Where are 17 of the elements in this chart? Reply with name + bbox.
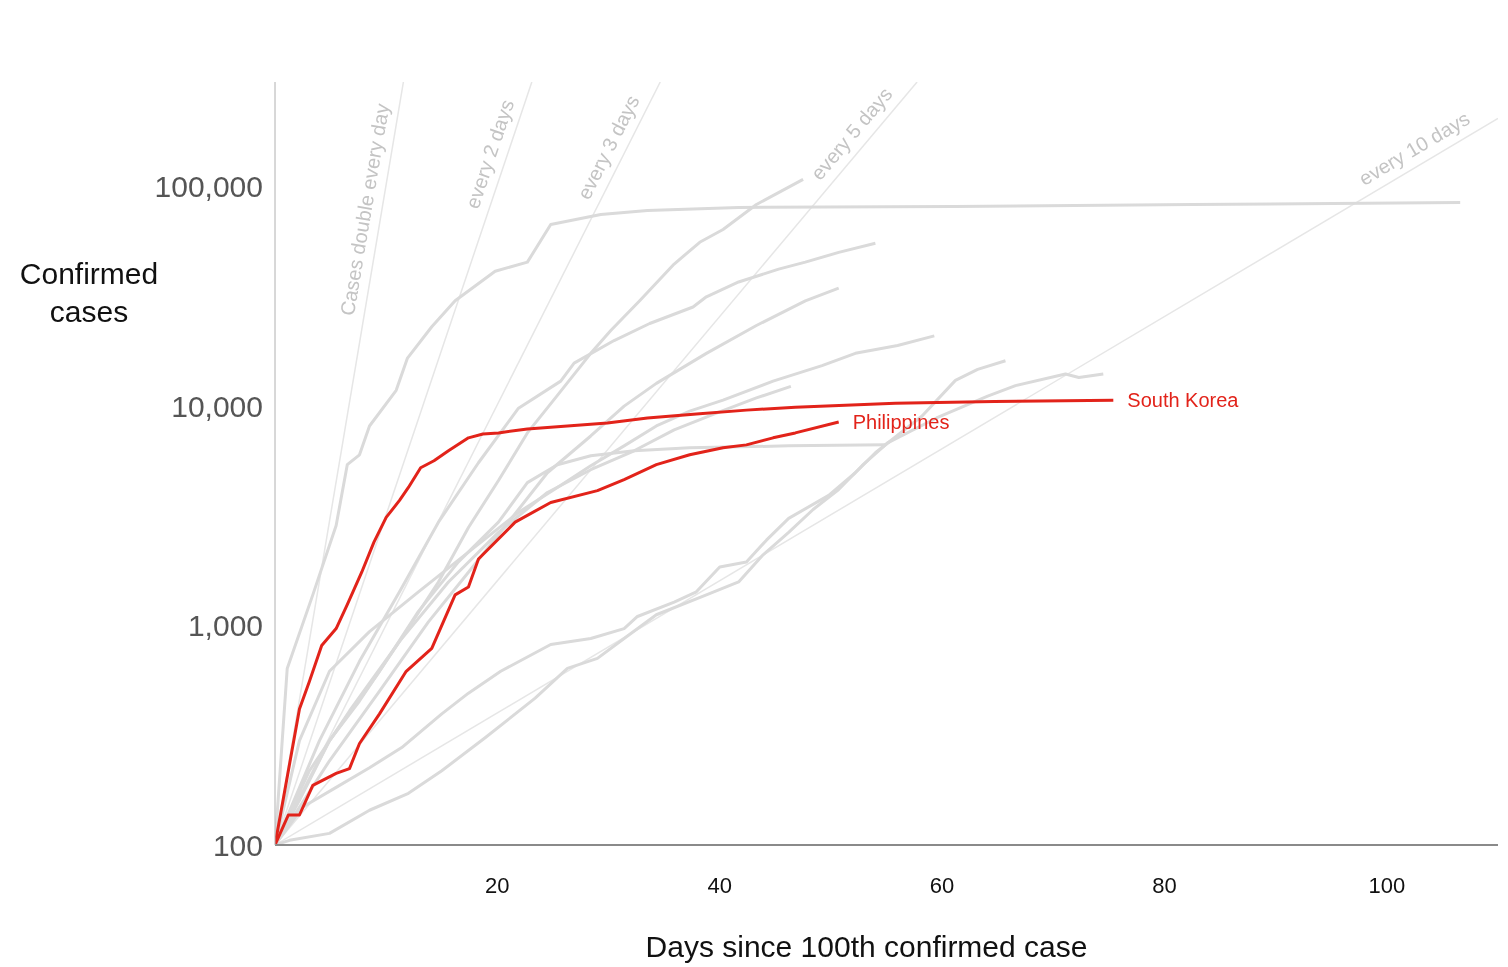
text: every 10 days — [1355, 107, 1474, 190]
x-tick-label: 20 — [485, 872, 510, 898]
series-label: South Korea — [1127, 389, 1240, 412]
x-tick-label: 40 — [707, 872, 732, 898]
x-tick-label: 100 — [1368, 872, 1406, 898]
x-tick-label: 80 — [1152, 872, 1177, 898]
text: every 3 days — [572, 91, 644, 203]
y-tick-label: 100 — [212, 828, 263, 862]
x-axis-title: Days since 100th confirmed case — [645, 930, 1088, 963]
x-tick-label: 60 — [929, 872, 955, 898]
y-axis-title: Confirmed cases — [19, 257, 159, 328]
series-label: Philippines — [852, 410, 950, 433]
text: Cases double every day — [336, 102, 394, 318]
text: every 2 days — [461, 96, 519, 212]
y-tick-label: 10,000 — [171, 389, 263, 423]
y-tick-label: 100,000 — [154, 170, 263, 204]
y-tick-label: 1,000 — [187, 609, 263, 643]
